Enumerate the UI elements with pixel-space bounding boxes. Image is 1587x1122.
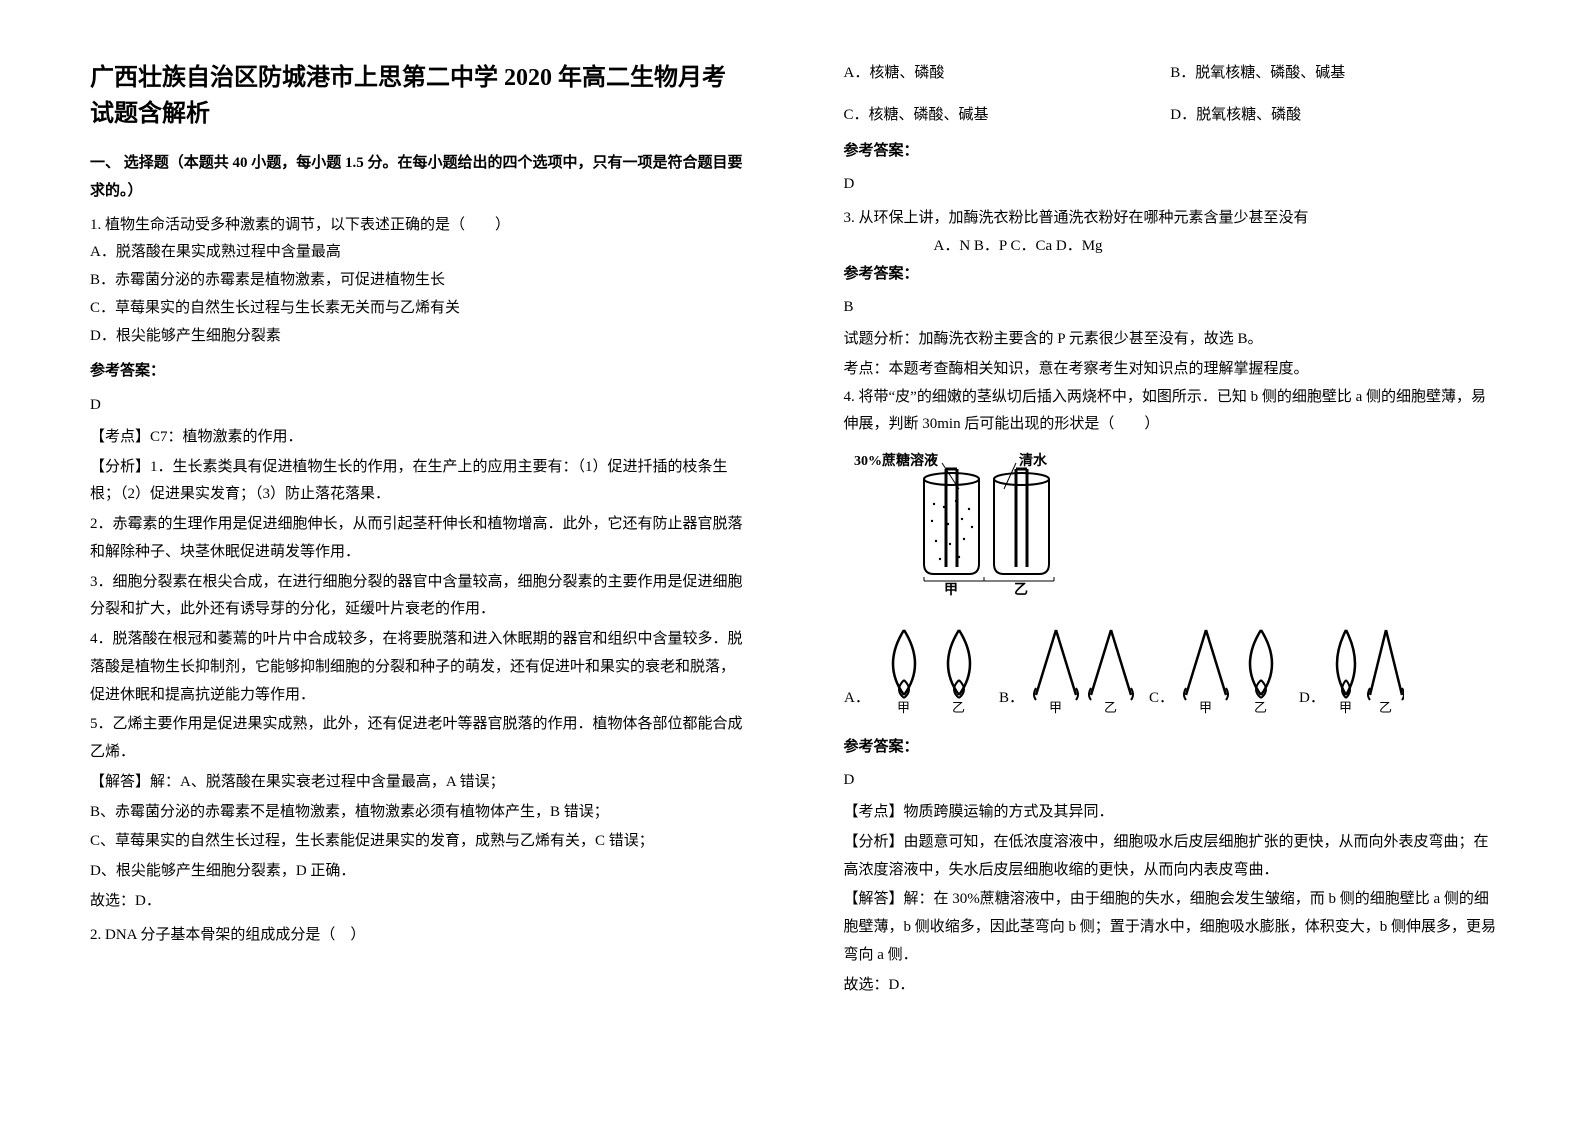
q1-ref-label: 参考答案： [90, 358, 744, 386]
beaker-left-icon [924, 469, 979, 574]
q1-jieda-2: B、赤霉菌分泌的赤霉素不是植物激素，植物激素必须有植物体产生，B 错误； [90, 799, 744, 827]
q4-opt-b-label: B． [999, 690, 1024, 706]
q3-line-2: 考点：本题考查酶相关知识，意在考察考生对知识点的理解掌握程度。 [844, 356, 1498, 384]
q3-ref-label: 参考答案： [844, 261, 1498, 289]
q1-fenxi-5: 5．乙烯主要作用是促进果实成熟，此外，还有促进老叶等器官脱落的作用．植物体各部位… [90, 711, 744, 767]
q4-answer: D [844, 767, 1498, 795]
q4-kaodian: 【考点】物质跨膜运输的方式及其异同． [844, 799, 1498, 827]
q2-opt-d: D．脱氧核糖、磷酸 [1170, 102, 1497, 130]
svg-text:甲: 甲 [1199, 700, 1212, 715]
q2-opt-row2: C．核糖、磷酸、碱基 D．脱氧核糖、磷酸 [844, 102, 1498, 130]
q4-ref-label: 参考答案： [844, 734, 1498, 762]
q4-opt-d-label: D． [1299, 690, 1325, 706]
left-column: 广西壮族自治区防城港市上思第二中学 2020 年高二生物月考试题含解析 一、 选… [0, 0, 794, 1122]
fig1-yi: 乙 [1014, 582, 1028, 598]
svg-text:乙: 乙 [1254, 700, 1267, 715]
q3-answer: B [844, 294, 1498, 322]
svg-text:甲: 甲 [897, 700, 910, 715]
beaker-right-icon [994, 469, 1049, 574]
q4-figure-beakers: 30%蔗糖溶液 清水 [844, 449, 1498, 610]
q1-opt-d: D．根尖能够产生细胞分裂素 [90, 323, 744, 351]
svg-text:甲: 甲 [1339, 700, 1352, 715]
q2-opt-c: C．核糖、磷酸、碱基 [844, 102, 1171, 130]
q4-opt-c-icon: 甲 乙 [1184, 630, 1272, 715]
section-1-head: 一、 选择题（本题共 40 小题，每小题 1.5 分。在每小题给出的四个选项中，… [90, 150, 744, 206]
q1-opt-a: A．脱落酸在果实成熟过程中含量最高 [90, 239, 744, 267]
right-column: A．核糖、磷酸 B．脱氧核糖、磷酸、碱基 C．核糖、磷酸、碱基 D．脱氧核糖、磷… [794, 0, 1587, 1122]
fig1-jia: 甲 [944, 582, 958, 598]
svg-text:乙: 乙 [952, 700, 965, 715]
q4-fenxi: 【分析】由题意可知，在低浓度溶液中，细胞吸水后皮层细胞扩张的更快，从而向外表皮弯… [844, 829, 1498, 885]
q1-jieda-4: D、根尖能够产生细胞分裂素，D 正确． [90, 858, 744, 886]
q2-answer: D [844, 171, 1498, 199]
q2-ref-label: 参考答案： [844, 138, 1498, 166]
q1-jieda-5: 故选：D． [90, 888, 744, 916]
svg-text:甲: 甲 [1049, 700, 1062, 715]
q2-opt-b: B．脱氧核糖、磷酸、碱基 [1170, 60, 1497, 88]
q1-opt-c: C．草莓果实的自然生长过程与生长素无关而与乙烯有关 [90, 295, 744, 323]
svg-text:乙: 乙 [1104, 700, 1117, 715]
q1-answer: D [90, 392, 744, 420]
svg-text:乙: 乙 [1379, 700, 1392, 715]
q4-figure-options: A． 甲 乙 B． [844, 620, 1498, 726]
q1-fenxi-4: 4．脱落酸在根冠和萎蔫的叶片中合成较多，在将要脱落和进入休眠期的器官和组织中含量… [90, 626, 744, 709]
fig1-label-left: 30%蔗糖溶液 [854, 452, 939, 469]
q3-opts: A．N B．P C．Ca D．Mg [844, 233, 1498, 261]
q3-stem: 3. 从环保上讲，加酶洗衣粉比普通洗衣粉好在哪种元素含量少甚至没有 [844, 205, 1498, 233]
q1-stem: 1. 植物生命活动受多种激素的调节，以下表述正确的是（ ） [90, 212, 744, 240]
doc-title: 广西壮族自治区防城港市上思第二中学 2020 年高二生物月考试题含解析 [90, 60, 744, 132]
q4-stem: 4. 将带“皮”的细嫩的茎纵切后插入两烧杯中，如图所示．已知 b 侧的细胞壁比 … [844, 384, 1498, 440]
q1-jieda-3: C、草莓果实的自然生长过程，生长素能促进果实的发育，成熟与乙烯有关，C 错误； [90, 828, 744, 856]
q2-opt-a: A．核糖、磷酸 [844, 60, 1171, 88]
q4-opt-a-icon: 甲 乙 [893, 630, 970, 715]
q4-opt-b-icon: 甲 乙 [1034, 630, 1133, 715]
q4-jieda-1: 【解答】解：在 30%蔗糖溶液中，由于细胞的失水，细胞会发生皱缩，而 b 侧的细… [844, 886, 1498, 969]
q1-fenxi-3: 3．细胞分裂素在根尖合成，在进行细胞分裂的器官中含量较高，细胞分裂素的主要作用是… [90, 569, 744, 625]
q4-jieda-2: 故选：D． [844, 972, 1498, 1000]
q1-kaodian: 【考点】C7：植物激素的作用． [90, 424, 744, 452]
q2-opt-row1: A．核糖、磷酸 B．脱氧核糖、磷酸、碱基 [844, 60, 1498, 88]
fig1-label-right: 清水 [1019, 452, 1048, 469]
q1-opt-b: B．赤霉菌分泌的赤霉素是植物激素，可促进植物生长 [90, 267, 744, 295]
q4-opt-d-icon: 甲 乙 [1337, 630, 1404, 715]
q1-fenxi-2: 2．赤霉素的生理作用是促进细胞伸长，从而引起茎秆伸长和植物增高．此外，它还有防止… [90, 511, 744, 567]
q2-stem: 2. DNA 分子基本骨架的组成成分是（ ） [90, 922, 744, 950]
q4-opt-a-label: A． [844, 690, 870, 706]
q4-opt-c-label: C． [1149, 690, 1174, 706]
q1-fenxi-1: 【分析】1．生长素类具有促进植物生长的作用，在生产上的应用主要有：（1）促进扦插… [90, 454, 744, 510]
q1-jieda-1: 【解答】解：A、脱落酸在果实衰老过程中含量最高，A 错误； [90, 769, 744, 797]
q3-line-1: 试题分析：加酶洗衣粉主要含的 P 元素很少甚至没有，故选 B。 [844, 326, 1498, 354]
